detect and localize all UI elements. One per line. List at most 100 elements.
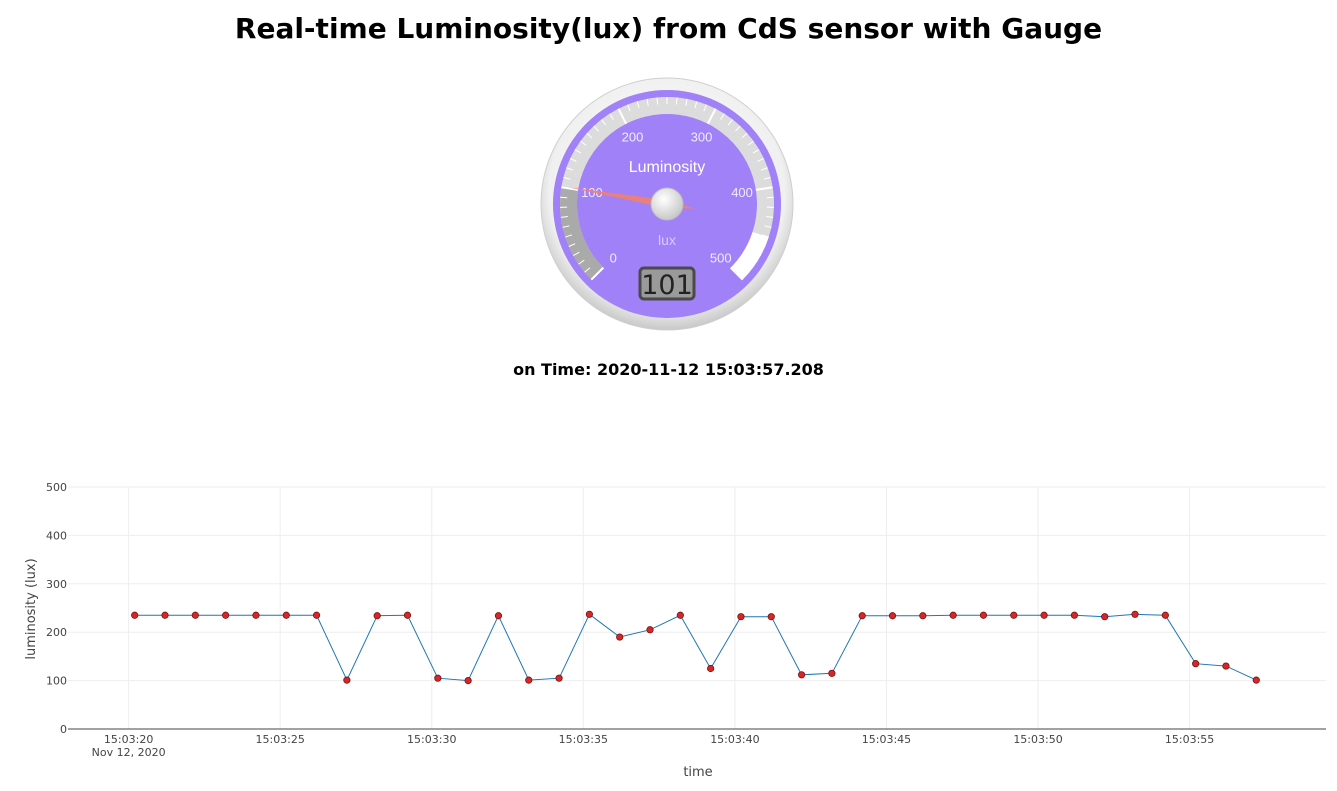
data-point — [1010, 611, 1018, 619]
gauge-tick — [580, 140, 587, 146]
data-point — [676, 611, 684, 619]
x-tick-label: 15:03:30 — [407, 733, 456, 746]
gauge-value: 101 — [641, 270, 693, 301]
y-tick-label: 200 — [46, 626, 67, 639]
y-tick-label: 500 — [46, 481, 67, 494]
gauge-tick — [590, 266, 605, 281]
gauge-tick — [720, 113, 725, 120]
time-prefix: on Time: — [513, 360, 592, 379]
gauge-tick — [747, 140, 754, 146]
gauge-tick — [578, 259, 585, 265]
gauge-tick — [593, 125, 599, 132]
luminosity-gauge: 0 100 200 300 400 500 Luminosity lux 101 — [540, 77, 794, 331]
data-point — [464, 677, 472, 685]
data-point — [252, 611, 260, 619]
gauge-tick — [755, 186, 773, 191]
data-point — [797, 671, 806, 679]
x-tick-label: 15:03:45 — [862, 733, 911, 746]
x-axis-title: time — [683, 765, 712, 780]
series-line — [134, 613, 1257, 682]
gauge-tick-label: 400 — [731, 185, 753, 200]
data-point — [403, 611, 412, 619]
gauge-units: lux — [658, 232, 676, 248]
gauge-tick — [760, 167, 768, 171]
gauge-tick — [609, 113, 614, 120]
gauge-tick — [566, 167, 574, 171]
gauge-low-band — [560, 187, 604, 280]
gauge-tick — [729, 266, 744, 281]
x-tick-label: 15:03:25 — [255, 733, 304, 746]
x-tick-label: 15:03:35 — [559, 733, 608, 746]
gauge-tick — [763, 176, 771, 180]
gauge-tick — [761, 234, 769, 238]
grid — [68, 486, 1326, 729]
page-title: Real-time Luminosity(lux) from CdS senso… — [234, 12, 1103, 45]
data-point — [282, 611, 290, 619]
gauge-tick — [675, 97, 678, 105]
data-point — [131, 611, 139, 619]
data-point — [373, 612, 381, 620]
gauge-tick — [703, 104, 707, 112]
gauge-hub — [650, 187, 684, 221]
data-point — [1161, 611, 1169, 619]
data-point — [161, 611, 169, 619]
gauge-tick — [568, 243, 576, 247]
gauge-tick — [743, 267, 750, 273]
y-axis: 0 100 200 300 400 500 — [46, 481, 67, 736]
data-point — [555, 674, 563, 682]
y-tick-label: 300 — [46, 578, 67, 591]
gauge-tick — [617, 108, 628, 125]
gauge-tick — [646, 98, 649, 106]
gauge-tick — [656, 97, 659, 105]
x-axis: 15:03:20 15:03:25 15:03:30 15:03:35 15:03:40… — [104, 733, 1214, 746]
data-point — [312, 611, 321, 619]
gauge-tick — [685, 98, 688, 106]
data-point — [191, 611, 199, 619]
gauge-tick — [572, 251, 580, 256]
y-tick-label: 100 — [46, 675, 67, 688]
gauge-title: Luminosity — [629, 159, 705, 176]
gauge-tick — [563, 176, 571, 180]
gauge-tick — [586, 132, 593, 139]
gauge-tick-label: 100 — [581, 185, 603, 200]
data-point — [646, 626, 654, 634]
data-point — [828, 669, 836, 677]
data-point — [1131, 610, 1139, 618]
data-point — [979, 611, 988, 619]
gauge-tick — [627, 104, 631, 112]
gauge-tick — [766, 216, 774, 218]
gauge-tick — [601, 119, 607, 126]
gauge-tick — [752, 149, 760, 154]
y-tick-label: 400 — [46, 529, 67, 542]
series-points — [131, 610, 1260, 685]
timestamp-line: on Time: 2020-11-12 15:03:57.208 — [0, 360, 1337, 379]
data-point — [1252, 676, 1260, 684]
gauge-tick — [569, 157, 577, 162]
data-point — [434, 674, 442, 682]
data-point — [888, 612, 897, 620]
gauge-tick-label: 300 — [691, 129, 713, 144]
gauge-tick — [694, 101, 698, 109]
gauge-tick — [749, 259, 756, 265]
data-point — [919, 612, 927, 620]
gauge-tick-label: 200 — [622, 129, 644, 144]
x-tick-label: 15:03:55 — [1165, 733, 1214, 746]
gauge-tick — [574, 149, 582, 154]
x-date-label: Nov 12, 2020 — [92, 746, 166, 759]
gauge-tick — [758, 243, 766, 247]
data-point — [707, 664, 715, 673]
gauge-tick — [764, 225, 772, 228]
gauge-tick — [741, 132, 748, 139]
gauge-tick — [727, 119, 733, 126]
time-value: 2020-11-12 15:03:57.208 — [596, 360, 824, 379]
gauge-tick — [584, 267, 591, 273]
data-point — [222, 611, 230, 619]
data-point — [1222, 662, 1230, 670]
gauge-tick-label: 500 — [710, 251, 732, 266]
data-point — [1101, 613, 1109, 621]
gauge-value-box — [638, 266, 696, 301]
gauge-tick — [757, 157, 765, 162]
gauge-tick — [636, 101, 640, 109]
gauge-tick — [706, 108, 717, 125]
gauge-tick — [560, 216, 568, 218]
